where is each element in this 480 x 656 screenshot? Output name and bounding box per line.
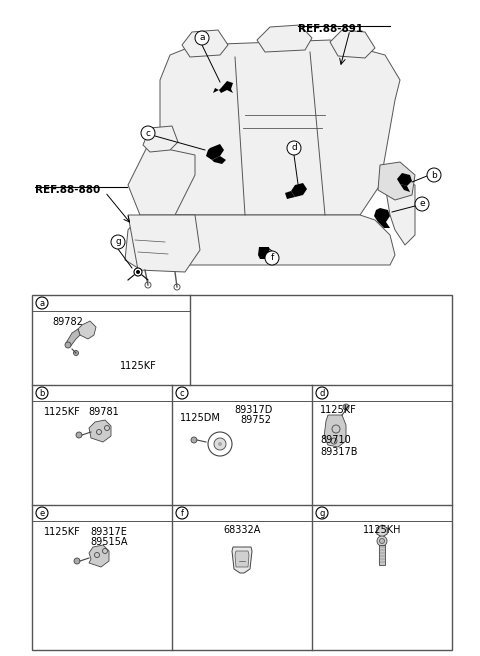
Circle shape	[287, 141, 301, 155]
Text: 1125KF: 1125KF	[120, 361, 157, 371]
Text: f: f	[270, 253, 274, 262]
Polygon shape	[235, 551, 249, 567]
Polygon shape	[182, 30, 228, 57]
Polygon shape	[377, 525, 387, 537]
Circle shape	[74, 558, 80, 564]
Circle shape	[377, 536, 387, 546]
Polygon shape	[378, 222, 390, 228]
Circle shape	[316, 507, 328, 519]
Polygon shape	[219, 81, 233, 93]
Text: 1125KF: 1125KF	[44, 407, 81, 417]
Text: e: e	[419, 199, 425, 209]
Polygon shape	[213, 88, 219, 93]
Circle shape	[73, 350, 79, 356]
Text: 89317B: 89317B	[320, 447, 358, 457]
Text: c: c	[180, 388, 184, 398]
Text: 68332A: 68332A	[223, 525, 261, 535]
Polygon shape	[257, 25, 312, 52]
Circle shape	[176, 507, 188, 519]
Polygon shape	[330, 30, 375, 58]
Circle shape	[76, 432, 82, 438]
Text: d: d	[319, 388, 324, 398]
Bar	[379, 545, 385, 565]
Text: 1125KH: 1125KH	[363, 525, 401, 535]
Polygon shape	[89, 545, 109, 567]
Circle shape	[111, 235, 125, 249]
Circle shape	[195, 31, 209, 45]
Polygon shape	[206, 144, 224, 160]
Polygon shape	[374, 208, 390, 222]
Circle shape	[134, 268, 142, 276]
Circle shape	[218, 442, 222, 446]
Text: c: c	[145, 129, 151, 138]
Polygon shape	[78, 321, 96, 339]
Polygon shape	[285, 191, 295, 199]
Circle shape	[174, 284, 180, 290]
Text: e: e	[39, 508, 45, 518]
Polygon shape	[378, 162, 415, 200]
Text: REF.88-880: REF.88-880	[35, 185, 100, 195]
Polygon shape	[125, 215, 160, 268]
Circle shape	[380, 539, 384, 544]
Polygon shape	[212, 156, 226, 164]
Text: f: f	[180, 508, 183, 518]
Polygon shape	[324, 415, 346, 447]
Text: b: b	[431, 171, 437, 180]
Circle shape	[141, 126, 155, 140]
Circle shape	[36, 507, 48, 519]
Polygon shape	[397, 173, 412, 186]
Polygon shape	[400, 184, 410, 192]
Text: 89515A: 89515A	[90, 537, 128, 547]
Text: 89752: 89752	[240, 415, 271, 425]
Polygon shape	[385, 180, 415, 245]
Bar	[32, 295, 452, 650]
Polygon shape	[143, 126, 178, 152]
Polygon shape	[291, 183, 307, 197]
Text: 1125KF: 1125KF	[320, 405, 357, 415]
Text: g: g	[115, 237, 121, 247]
Text: d: d	[291, 144, 297, 152]
Polygon shape	[128, 215, 200, 272]
Text: g: g	[319, 508, 324, 518]
Circle shape	[415, 197, 429, 211]
Polygon shape	[258, 247, 270, 259]
Polygon shape	[160, 40, 400, 215]
Circle shape	[343, 404, 349, 410]
Polygon shape	[135, 215, 395, 265]
Text: 89317D: 89317D	[234, 405, 272, 415]
Text: 89782: 89782	[52, 317, 83, 327]
Circle shape	[265, 251, 279, 265]
Polygon shape	[232, 547, 252, 573]
Circle shape	[65, 342, 71, 348]
Circle shape	[214, 438, 226, 450]
Circle shape	[176, 387, 188, 399]
Text: 1125KF: 1125KF	[44, 527, 81, 537]
Polygon shape	[89, 420, 111, 442]
Circle shape	[36, 297, 48, 309]
Text: 89317E: 89317E	[90, 527, 127, 537]
Circle shape	[427, 168, 441, 182]
Text: a: a	[199, 33, 205, 43]
Circle shape	[316, 387, 328, 399]
Text: a: a	[39, 298, 45, 308]
Text: 89710: 89710	[320, 435, 351, 445]
Circle shape	[136, 270, 140, 274]
Text: 89781: 89781	[88, 407, 119, 417]
Text: 1125DM: 1125DM	[180, 413, 221, 423]
Circle shape	[36, 387, 48, 399]
Circle shape	[191, 437, 197, 443]
Text: b: b	[39, 388, 45, 398]
Circle shape	[145, 282, 151, 288]
Polygon shape	[128, 145, 195, 215]
Text: REF.88-891: REF.88-891	[298, 24, 363, 34]
Polygon shape	[66, 329, 80, 347]
